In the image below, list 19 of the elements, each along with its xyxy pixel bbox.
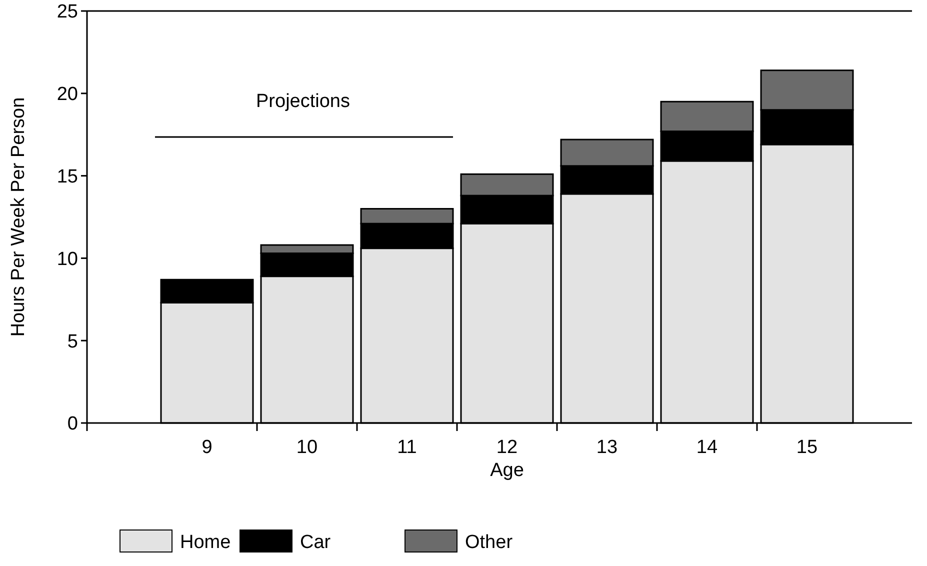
y-tick-label: 0 bbox=[67, 414, 78, 435]
annotation: Projections bbox=[256, 91, 350, 112]
legend-label: Car bbox=[300, 532, 332, 553]
y-axis-title: Hours Per Week Per Person bbox=[8, 97, 29, 337]
x-tick-label: 13 bbox=[596, 437, 618, 458]
y-tick-label: 25 bbox=[56, 2, 78, 23]
x-tick-label: 12 bbox=[496, 437, 518, 458]
y-tick-label: 5 bbox=[67, 331, 78, 352]
x-tick-label: 15 bbox=[796, 437, 818, 458]
x-tick-label: 10 bbox=[296, 437, 318, 458]
y-tick-label: 15 bbox=[56, 166, 78, 188]
x-tick-label: 14 bbox=[696, 437, 718, 458]
x-axis-title: Age bbox=[490, 460, 524, 481]
legend-label: Home bbox=[180, 532, 231, 553]
x-tick-label: 9 bbox=[202, 437, 212, 458]
y-tick-label: 20 bbox=[56, 84, 78, 106]
x-tick-label: 11 bbox=[397, 437, 417, 458]
legend-label: Other bbox=[465, 532, 514, 553]
y-tick-label: 10 bbox=[56, 248, 78, 270]
